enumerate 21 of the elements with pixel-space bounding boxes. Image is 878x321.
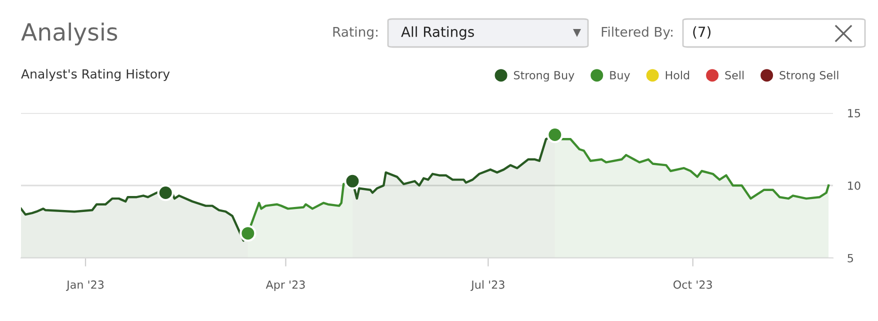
y-tick-label: 5 (848, 254, 853, 262)
text: Filtered By: (602, 26, 672, 40)
y-tick-label: 15 (848, 109, 860, 118)
legend-label: Strong Buy (514, 70, 574, 82)
text: Rating: (333, 26, 378, 40)
y-tick-label: 10 (848, 181, 860, 190)
x-tick-label: Jan '23 (66, 280, 104, 291)
point (344, 172, 361, 190)
point (240, 225, 256, 242)
chart-subtitle: Analyst's Rating History (21, 68, 170, 82)
legend-label: Strong Sell (780, 70, 838, 82)
text: (7) (693, 26, 710, 39)
point (157, 184, 174, 202)
x-tick-label: Oct '23 (674, 280, 712, 289)
legend-label: Buy (610, 71, 630, 82)
chart-title: Analysis (21, 22, 118, 46)
x-tick-label: Jul '23 (470, 280, 504, 291)
legend-label: Hold (666, 70, 690, 80)
legend-label: Sell (725, 70, 744, 80)
x-tick-label: Apr '23 (266, 280, 305, 291)
text: All Ratings (401, 26, 474, 40)
